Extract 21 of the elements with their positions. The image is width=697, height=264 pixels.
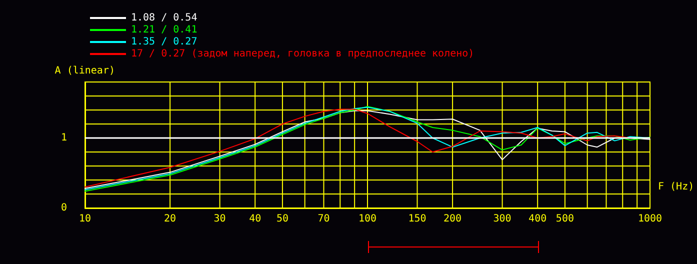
- x-tick-label: 50: [276, 214, 288, 224]
- y-tick-label: 1: [60, 132, 67, 144]
- x-tick-label: 10: [78, 214, 92, 224]
- x-tick-label: 500: [556, 214, 574, 224]
- x-tick-label: 300: [493, 214, 512, 224]
- x-tick-label: 100: [358, 214, 377, 224]
- y-axis-title: A (linear): [54, 66, 115, 76]
- x-tick-label: 20: [164, 214, 176, 224]
- x-tick-label: 70: [318, 214, 330, 224]
- legend-label: 17 / 0.27 (задом наперед, головка в предпоследнее колено): [131, 48, 474, 60]
- legend-label: 1.08 / 0.54: [131, 12, 198, 24]
- x-tick-label: 30: [214, 214, 226, 224]
- y-tick-label: 0: [60, 202, 67, 214]
- x-tick-label: 400: [528, 214, 547, 224]
- x-tick-label: 1000: [638, 214, 662, 224]
- x-axis-title: F (Hz): [658, 182, 694, 192]
- x-tick-label: 40: [249, 214, 262, 224]
- legend-label: 1.21 / 0.41: [131, 24, 198, 36]
- legend-label: 1.35 / 0.27: [131, 36, 198, 48]
- x-tick-label: 150: [408, 214, 426, 224]
- x-tick-label: 200: [444, 214, 462, 224]
